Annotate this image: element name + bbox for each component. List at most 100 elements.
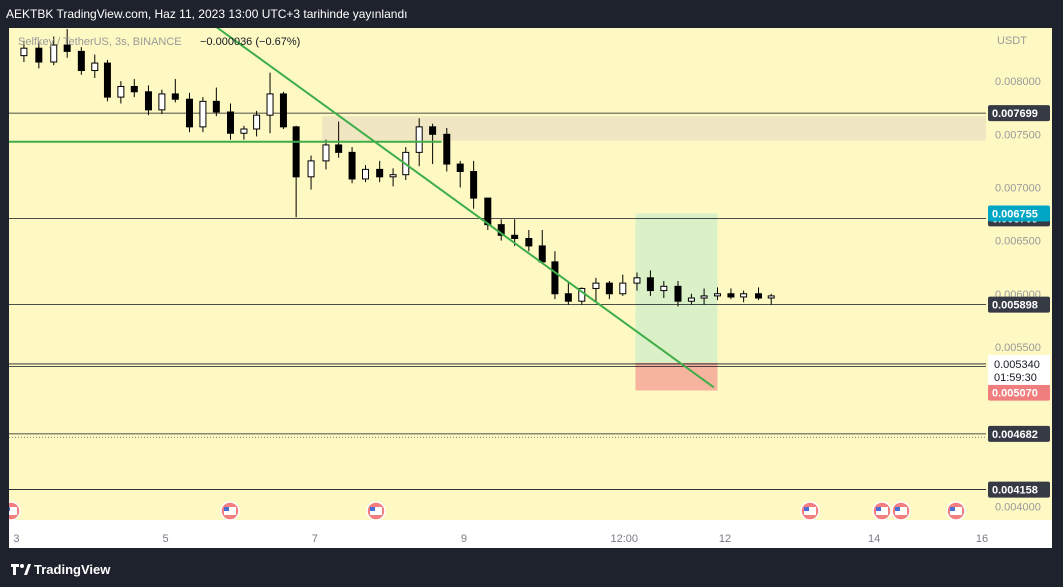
candle-body bbox=[714, 293, 722, 297]
chart-pane[interactable]: 0.008000 0.007500 0.007000 0.006500 0.006000… bbox=[9, 28, 1052, 548]
candle bbox=[307, 155, 315, 190]
candle-body bbox=[767, 295, 775, 299]
y-tick-label: 0.006500 bbox=[995, 236, 1041, 248]
us-event-flag-icon bbox=[220, 501, 240, 521]
candle-body bbox=[511, 234, 519, 239]
candle bbox=[605, 281, 613, 300]
candle bbox=[687, 293, 695, 305]
x-tick-label: 14 bbox=[868, 533, 880, 545]
flag-canton bbox=[895, 507, 900, 511]
candle bbox=[20, 40, 28, 63]
y-tick-label: 0.005500 bbox=[995, 342, 1041, 354]
y-tick-label: 0.007000 bbox=[995, 182, 1041, 194]
flag-stripes bbox=[370, 507, 382, 515]
footer-bar: TradingView bbox=[0, 552, 1063, 587]
candle-body bbox=[307, 160, 315, 178]
candle bbox=[660, 281, 668, 299]
candle bbox=[91, 54, 99, 78]
price-badge bbox=[988, 105, 1050, 122]
candle-body bbox=[484, 197, 492, 226]
candle-body bbox=[592, 282, 600, 289]
flag-canton bbox=[804, 507, 809, 511]
price-badge-label: 0.005898 bbox=[992, 300, 1038, 312]
candle bbox=[755, 287, 763, 301]
candle bbox=[429, 123, 437, 165]
candle bbox=[740, 290, 748, 303]
price-badge bbox=[988, 296, 1050, 313]
price-badge-label: 0.005070 bbox=[992, 388, 1038, 400]
countdown-label: 01:59:30 bbox=[994, 372, 1037, 384]
candle bbox=[700, 288, 708, 305]
candle bbox=[266, 72, 274, 134]
candle bbox=[158, 89, 166, 115]
candle-body bbox=[429, 126, 437, 135]
flag-stripes bbox=[9, 507, 17, 515]
candle-body bbox=[253, 114, 261, 130]
time-axis-background bbox=[9, 520, 1052, 548]
candle-body bbox=[551, 261, 559, 295]
candle-body bbox=[727, 293, 735, 298]
price-axis[interactable]: 0.0080000.0075000.0070000.0065000.006000… bbox=[988, 76, 1050, 513]
candle-body bbox=[348, 151, 356, 180]
candle bbox=[50, 36, 58, 66]
candle-body bbox=[158, 93, 166, 111]
candle-body bbox=[240, 128, 248, 134]
candle-body bbox=[700, 295, 708, 299]
candle-body bbox=[185, 98, 193, 128]
candle bbox=[714, 287, 722, 301]
candle-body bbox=[212, 100, 220, 113]
x-tick-label: 5 bbox=[163, 533, 169, 545]
candle-body bbox=[660, 285, 668, 292]
candle-body bbox=[130, 85, 138, 93]
candle-body bbox=[633, 277, 641, 284]
candle bbox=[564, 283, 572, 305]
price-badge bbox=[988, 384, 1050, 401]
candle bbox=[171, 79, 179, 103]
candle bbox=[144, 85, 152, 116]
tradingview-brand: TradingView bbox=[34, 562, 111, 577]
us-event-flag-icon bbox=[366, 501, 386, 521]
us-event-flag-icon bbox=[891, 501, 911, 521]
candles-layer bbox=[20, 29, 775, 307]
candle bbox=[646, 270, 654, 296]
candle bbox=[117, 81, 125, 104]
price-chart[interactable]: 0.0080000.0075000.0070000.0065000.006000… bbox=[9, 28, 1052, 548]
y-tick-label: 0.008000 bbox=[995, 76, 1041, 88]
candle-body bbox=[674, 285, 682, 302]
candle-body bbox=[755, 293, 763, 299]
candle bbox=[619, 274, 627, 296]
candle bbox=[511, 219, 519, 246]
candle-body bbox=[63, 44, 71, 52]
x-tick-label: 3 bbox=[13, 533, 19, 545]
candle-body bbox=[322, 144, 330, 162]
candle bbox=[130, 79, 138, 98]
price-badge-label: 0.004158 bbox=[992, 485, 1038, 497]
y-tick-label: 0.004000 bbox=[995, 501, 1041, 513]
candle-body bbox=[171, 93, 179, 100]
candle-body bbox=[605, 282, 613, 295]
candle bbox=[443, 127, 451, 172]
candle bbox=[456, 160, 464, 188]
flag-stripes bbox=[895, 507, 907, 515]
candle-body bbox=[687, 297, 695, 302]
candle bbox=[389, 168, 397, 187]
candle bbox=[199, 97, 207, 133]
candle-body bbox=[538, 245, 546, 263]
candle bbox=[376, 160, 384, 183]
candle-body bbox=[389, 174, 397, 178]
us-event-flag-icon bbox=[946, 501, 966, 521]
candle-body bbox=[361, 168, 369, 180]
levels-layer bbox=[9, 112, 986, 490]
time-axis[interactable]: 3 5 7 9 12:00 12 14 16 bbox=[9, 501, 1052, 548]
flag-canton bbox=[950, 507, 955, 511]
candle bbox=[470, 160, 478, 209]
tradingview-logo-icon bbox=[11, 564, 31, 575]
candle-body bbox=[227, 111, 235, 134]
price-badge-label: 0.007699 bbox=[992, 108, 1038, 120]
candle-body bbox=[415, 126, 423, 153]
candle-body bbox=[740, 293, 748, 298]
candle-body bbox=[199, 100, 207, 128]
candle bbox=[551, 251, 559, 300]
symbol-legend[interactable]: Selfkey / TetherUS, 3s, BINANCE bbox=[18, 36, 182, 48]
y-tick-label: 0.007500 bbox=[995, 129, 1041, 141]
